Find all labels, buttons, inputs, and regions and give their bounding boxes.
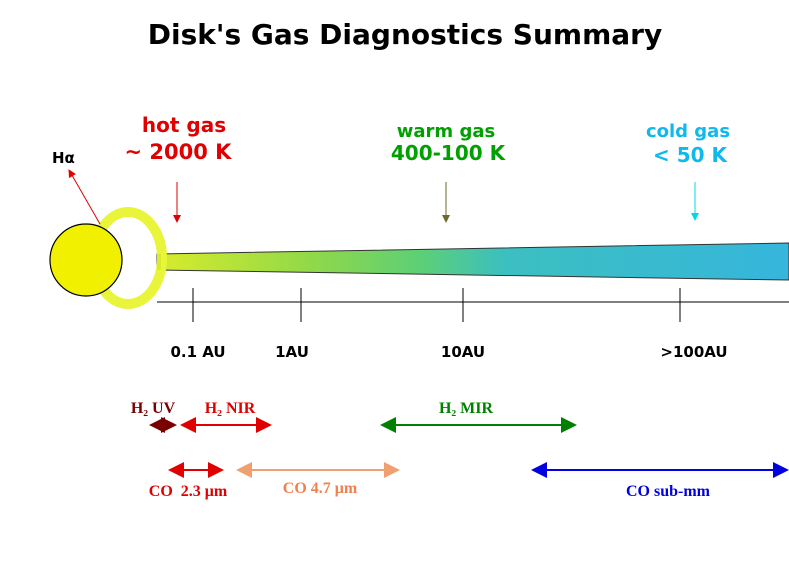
halpha-label: Hα — [52, 149, 75, 167]
halpha-arrow — [68, 169, 101, 225]
axis-label: 1AU — [275, 343, 309, 361]
region-temperature: ~ 2000 K — [125, 140, 233, 164]
region-name: hot gas — [142, 113, 226, 137]
title: Disk's Gas Diagnostics Summary — [148, 18, 662, 51]
axis-label: >100AU — [660, 343, 727, 361]
diagnostic-label: H₂ MIR — [439, 400, 494, 417]
diagnostic-label: CO sub-mm — [626, 483, 711, 500]
diagnostic-label: CO 2.3 μm — [149, 483, 228, 500]
star — [49, 223, 123, 297]
disk — [156, 242, 789, 281]
disk-edge — [157, 254, 161, 270]
region-temperature: < 50 K — [653, 143, 729, 167]
diagnostic-label: H₂ NIR — [205, 400, 256, 417]
diagnostic-label: H₂ UV — [131, 400, 176, 417]
diagnostic-label: CO 4.7 μm — [283, 480, 358, 497]
axis-label: 0.1 AU — [170, 343, 225, 361]
region-name: cold gas — [646, 121, 730, 142]
axis-label: 10AU — [441, 343, 485, 361]
region-name: warm gas — [397, 121, 495, 142]
region-temperature: 400-100 K — [391, 141, 507, 165]
